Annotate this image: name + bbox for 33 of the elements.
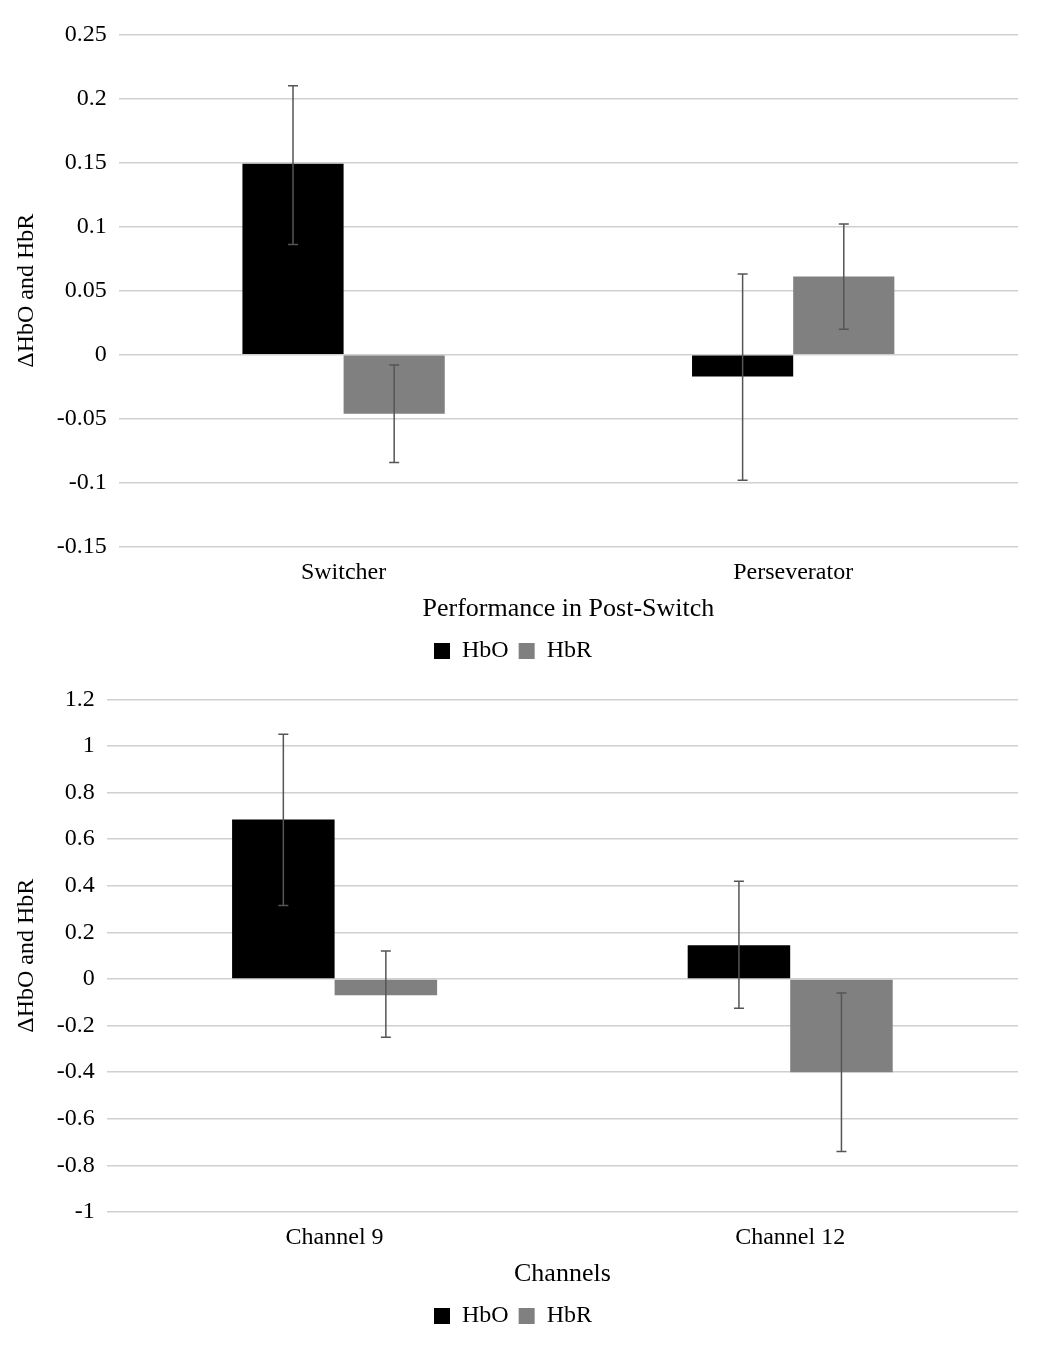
y-tick-label: -0.2	[56, 1010, 95, 1037]
y-axis-title: ΔHbO and HbR	[11, 878, 38, 1033]
x-axis-title: Channels	[514, 1258, 611, 1288]
x-axis-title: Performance in Post-Switch	[422, 593, 715, 623]
y-tick-label: 0.4	[64, 871, 95, 898]
y-tick-label: 0	[94, 340, 107, 367]
x-tick-label: Perseverator	[733, 557, 854, 584]
y-tick-label: -0.4	[56, 1057, 95, 1084]
y-tick-label: 1.2	[64, 684, 95, 711]
x-tick-label: Channel 9	[285, 1222, 384, 1249]
y-tick-label: 0.2	[76, 83, 107, 110]
y-tick-label: 0.2	[64, 917, 95, 944]
y-tick-label: 0.15	[64, 147, 107, 174]
y-tick-label: -1	[74, 1197, 95, 1224]
legend-label: HbR	[546, 1301, 593, 1328]
y-tick-label: -0.05	[56, 404, 107, 431]
y-tick-label: 0.6	[64, 824, 95, 851]
y-tick-label: 1	[82, 731, 95, 758]
x-tick-label: Channel 12	[735, 1222, 846, 1249]
legend-label: HbO	[462, 1301, 509, 1328]
legend-label: HbR	[546, 636, 593, 663]
y-tick-label: 0.8	[64, 777, 95, 804]
x-tick-label: Switcher	[300, 557, 387, 584]
y-tick-label: 0	[82, 964, 95, 991]
y-axis-title: ΔHbO and HbR	[11, 213, 38, 368]
y-tick-label: -0.15	[56, 532, 107, 559]
y-tick-label: 0.05	[64, 276, 107, 302]
y-tick-label: -0.6	[56, 1104, 95, 1131]
legend-label: HbO	[462, 636, 509, 663]
y-tick-label: -0.8	[56, 1150, 95, 1177]
y-tick-label: 0.1	[76, 211, 107, 238]
y-tick-label: -0.1	[68, 468, 107, 495]
y-tick-label: 0.25	[64, 19, 107, 46]
